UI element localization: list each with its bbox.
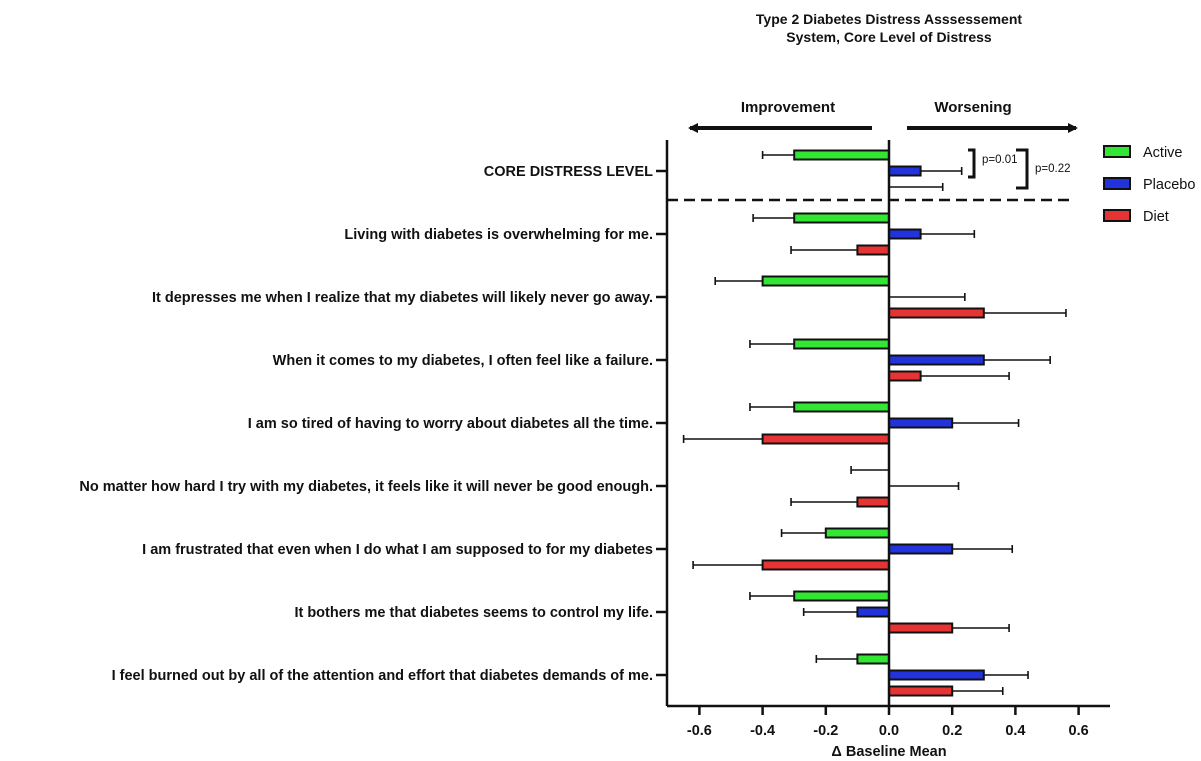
category-label-7: It bothers me that diabetes seems to con… (294, 605, 653, 621)
bar-placebo-7 (856, 606, 891, 618)
legend-label-diet: Diet (1143, 209, 1169, 225)
bar-placebo-8 (888, 669, 985, 681)
x-tick-label-0: -0.6 (687, 723, 712, 739)
legend: Active Placebo Diet (1103, 145, 1195, 225)
category-label-1: Living with diabetes is overwhelming for… (344, 227, 653, 243)
category-label-5: No matter how hard I try with my diabete… (79, 479, 653, 495)
x-tick-label-6: 0.6 (1069, 723, 1089, 739)
legend-swatch-active (1103, 145, 1131, 158)
bar-diet-3 (888, 370, 922, 382)
bar-placebo-1 (888, 228, 922, 240)
category-label-6: I am frustrated that even when I do what… (142, 542, 653, 558)
p-value-2: p=0.22 (1035, 163, 1071, 175)
category-label-3: When it comes to my diabetes, I often fe… (273, 353, 653, 369)
legend-swatch-diet (1103, 209, 1131, 222)
bar-active-6 (824, 527, 890, 539)
bar-placebo-3 (888, 354, 985, 366)
bar-active-2 (761, 275, 890, 287)
bar-diet-2 (888, 307, 985, 319)
x-axis-title: Δ Baseline Mean (831, 744, 946, 760)
bar-placebo-0 (888, 165, 922, 177)
bar-placebo-4 (888, 417, 954, 429)
bar-diet-5 (856, 496, 891, 508)
x-tick-label-2: -0.2 (813, 723, 838, 739)
bar-active-1 (793, 212, 891, 224)
category-label-2: It depresses me when I realize that my d… (152, 290, 653, 306)
bar-diet-6 (761, 559, 890, 571)
category-label-8: I feel burned out by all of the attentio… (112, 668, 653, 684)
category-label-0: CORE DISTRESS LEVEL (484, 164, 653, 180)
bar-placebo-6 (888, 543, 954, 555)
x-tick-label-1: -0.4 (750, 723, 775, 739)
bar-active-0 (793, 149, 891, 161)
plot-area: CORE DISTRESS LEVEL Living with diabetes … (79, 140, 1110, 739)
x-tick-label-4: 0.2 (942, 723, 962, 739)
improvement-label: Improvement (741, 99, 835, 116)
significance-bracket-1 (968, 148, 976, 179)
category-label-4: I am so tired of having to worry about d… (248, 416, 653, 432)
x-tick-label-5: 0.4 (1005, 723, 1025, 739)
chart-title-line-1: Type 2 Diabetes Distress Asssessement (756, 11, 1022, 27)
bar-active-7 (793, 590, 891, 602)
x-tick-label-3: 0.0 (879, 723, 899, 739)
p-value-1: p=0.01 (982, 154, 1018, 166)
bar-diet-4 (761, 433, 890, 445)
worsening-label: Worsening (934, 99, 1011, 116)
significance-bracket-2 (1016, 148, 1029, 190)
legend-label-active: Active (1143, 145, 1183, 161)
chart-title-line-2: System, Core Level of Distress (786, 29, 992, 45)
bar-diet-7 (888, 622, 954, 634)
legend-label-placebo: Placebo (1143, 177, 1195, 193)
bar-active-3 (793, 338, 891, 350)
bar-diet-1 (856, 244, 891, 256)
bar-active-8 (856, 653, 891, 665)
legend-swatch-placebo (1103, 177, 1131, 190)
bar-diet-8 (888, 685, 954, 697)
bar-active-4 (793, 401, 891, 413)
